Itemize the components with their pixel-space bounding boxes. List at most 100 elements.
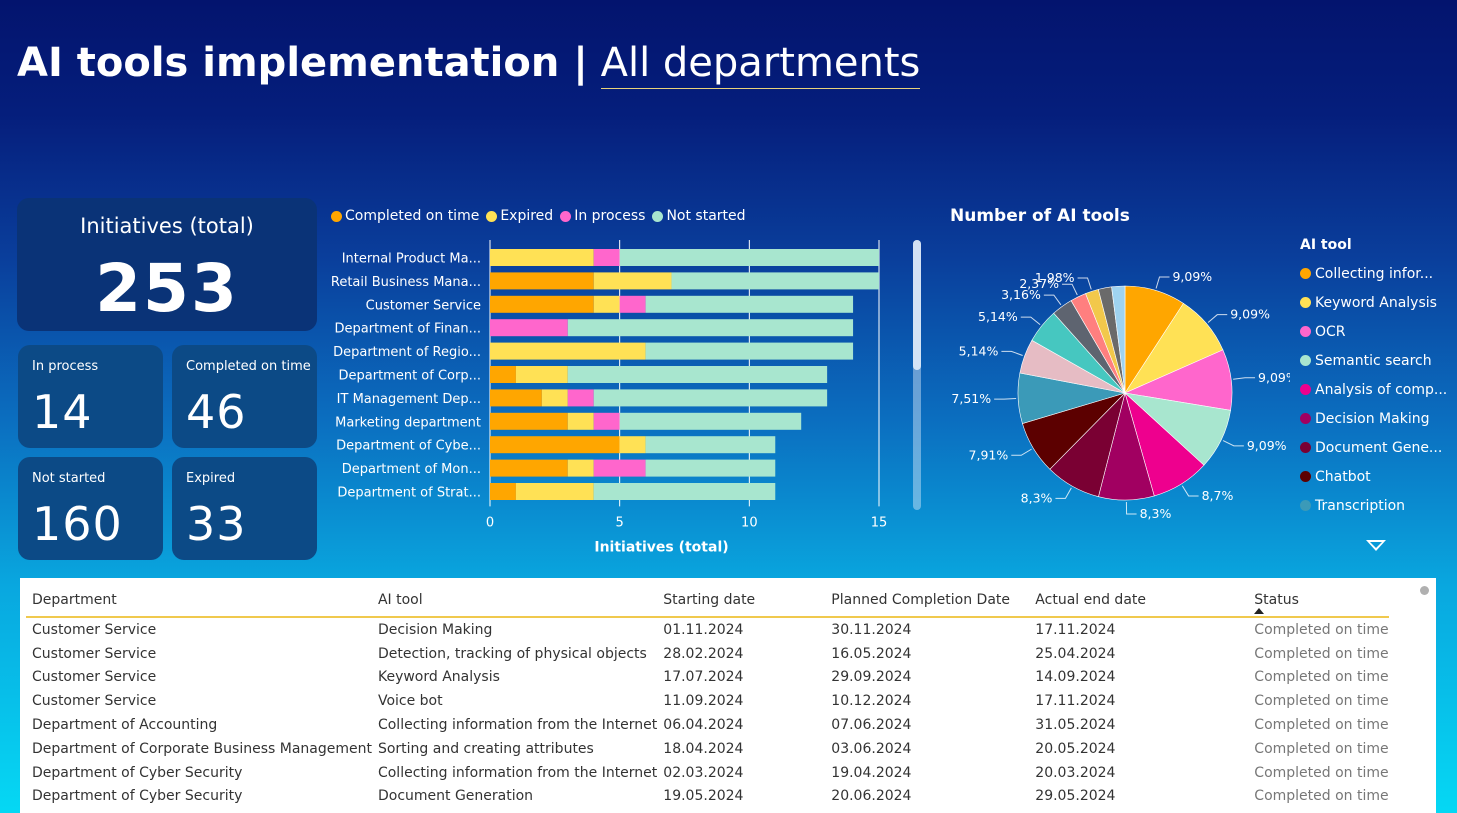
- pie-leader-line: [1207, 314, 1228, 323]
- bar-segment[interactable]: [515, 483, 594, 500]
- bar-segment[interactable]: [619, 249, 879, 266]
- table-row[interactable]: Department of Accounting Collecting infor…: [26, 713, 1389, 737]
- table-cell: 25.04.2024: [1035, 645, 1116, 662]
- table-header-row: Department AI tool Starting date Planned…: [26, 584, 1389, 618]
- pie-leader-line: [994, 398, 1017, 400]
- kpi-total-label: Initiatives (total): [80, 214, 254, 238]
- bar-segment[interactable]: [490, 459, 568, 477]
- bar-segment[interactable]: [645, 459, 776, 477]
- pie-legend-item[interactable]: Transcription: [1300, 491, 1447, 520]
- pie-data-label: 2,37%: [1019, 276, 1059, 291]
- table-cell: 07.06.2024: [831, 717, 912, 734]
- legend-item-not-started[interactable]: Not started: [652, 208, 746, 224]
- bar-segment[interactable]: [593, 295, 620, 313]
- table-row[interactable]: Customer Service Decision Making 01.11.202…: [26, 617, 1389, 642]
- pie-legend-item[interactable]: Document Gene...: [1300, 433, 1447, 462]
- bar-segment[interactable]: [593, 459, 646, 477]
- table-row[interactable]: Department of Corporate Business Managem…: [26, 737, 1389, 761]
- title-department-filter[interactable]: All departments: [600, 40, 921, 89]
- bar-segment[interactable]: [619, 295, 646, 313]
- bar-segment[interactable]: [619, 436, 646, 454]
- bar-segment[interactable]: [490, 412, 568, 430]
- bar-segment[interactable]: [490, 249, 594, 266]
- table-cell: 18.04.2024: [663, 740, 744, 757]
- bar-segment[interactable]: [490, 483, 516, 500]
- table-cell: 20.06.2024: [831, 788, 912, 805]
- bar-segment[interactable]: [490, 319, 568, 337]
- pie-legend-item[interactable]: Keyword Analysis: [1300, 288, 1447, 317]
- bar-segment[interactable]: [567, 459, 594, 477]
- table-cell: Completed on time: [1254, 669, 1389, 686]
- bar-segment[interactable]: [567, 389, 594, 407]
- table-row[interactable]: Department of Cyber Security Collecting i…: [26, 761, 1389, 785]
- bar-segment[interactable]: [567, 412, 594, 430]
- legend-dot-icon: [331, 210, 342, 222]
- title-main: AI tools implementation |: [17, 40, 588, 86]
- table-cell: 03.06.2024: [831, 740, 912, 757]
- table-cell: 11.09.2024: [663, 693, 744, 710]
- bar-segment[interactable]: [593, 249, 620, 266]
- column-header-department[interactable]: Department: [26, 584, 372, 618]
- column-header-ai-tool[interactable]: AI tool: [371, 584, 658, 618]
- bar-segment[interactable]: [490, 342, 646, 360]
- pie-legend-item[interactable]: Collecting infor...: [1300, 259, 1447, 288]
- pie-legend-item[interactable]: Analysis of comp...: [1300, 375, 1447, 404]
- pie-data-label: 9,09%: [1172, 269, 1212, 284]
- pie-legend-item[interactable]: OCR: [1300, 317, 1447, 346]
- kpi-not-started-value: 160: [32, 497, 123, 551]
- table-cell: 31.05.2024: [1035, 717, 1116, 734]
- kpi-completed-card: Completed on time 46: [172, 345, 317, 448]
- bar-segment[interactable]: [593, 272, 672, 290]
- table-cell: Customer Service: [32, 669, 157, 686]
- table-row[interactable]: Customer Service Voice bot 11.09.2024 10.12…: [26, 689, 1389, 713]
- kpi-completed-value: 46: [186, 385, 247, 439]
- table-cell: Customer Service: [32, 621, 157, 638]
- table-cell: 06.04.2024: [663, 717, 744, 734]
- table-scrollbar[interactable]: [1420, 586, 1429, 595]
- bar-segment[interactable]: [490, 436, 620, 454]
- bar-segment[interactable]: [619, 412, 802, 430]
- bar-segment[interactable]: [593, 389, 828, 407]
- table-row[interactable]: Customer Service Detection, tracking of p…: [26, 642, 1389, 666]
- bar-segment[interactable]: [490, 389, 542, 407]
- column-header-actual-date[interactable]: Actual end date: [1029, 584, 1249, 618]
- bar-segment[interactable]: [515, 366, 568, 383]
- table-row[interactable]: Customer Service Keyword Analysis 17.07.20…: [26, 666, 1389, 690]
- bar-chart-legend: Completed on time Expired In process Not…: [331, 208, 746, 224]
- pie-legend-item[interactable]: Semantic search: [1300, 346, 1447, 375]
- bar-segment[interactable]: [490, 366, 516, 383]
- legend-scroll-down-icon[interactable]: [1366, 540, 1386, 551]
- bar-segment[interactable]: [593, 483, 776, 500]
- bar-chart-scrollbar-thumb[interactable]: [913, 240, 921, 370]
- bar-segment[interactable]: [671, 272, 879, 290]
- bar-segment[interactable]: [645, 342, 854, 360]
- category-label: Department of Cybe...: [336, 439, 481, 454]
- legend-item-in-process[interactable]: In process: [560, 208, 645, 224]
- table-cell: Sorting and creating attributes: [377, 740, 594, 757]
- table-cell: Completed on time: [1254, 740, 1389, 757]
- table-row[interactable]: Department of Cyber Security Document Gen…: [26, 785, 1389, 809]
- table-cell: Keyword Analysis: [377, 669, 500, 686]
- bar-segment[interactable]: [490, 295, 594, 313]
- legend-item-expired[interactable]: Expired: [486, 208, 553, 224]
- category-label: Department of Regio...: [333, 345, 481, 360]
- bar-segment[interactable]: [645, 436, 776, 454]
- pie-leader-line: [1077, 277, 1092, 290]
- bar-segment[interactable]: [645, 295, 854, 313]
- column-header-status[interactable]: Status: [1248, 584, 1389, 618]
- pie-slice[interactable]: [1111, 285, 1126, 394]
- ai-tools-pie-chart: 9,09% 9,09% 9,09% 9,09% 8,7% 8,3% 8,3% 7,91% 7,5…: [951, 269, 1290, 521]
- bar-segment[interactable]: [490, 272, 594, 290]
- x-axis-label: Initiatives (total): [594, 539, 728, 555]
- pie-legend-item[interactable]: Chatbot: [1300, 462, 1447, 491]
- pie-data-label: 7,51%: [951, 391, 991, 406]
- bar-segment[interactable]: [593, 412, 620, 430]
- pie-legend-item[interactable]: Decision Making: [1300, 404, 1447, 433]
- pie-data-label: 9,09%: [1258, 370, 1290, 385]
- bar-segment[interactable]: [567, 319, 854, 337]
- legend-item-completed[interactable]: Completed on time: [331, 208, 479, 224]
- bar-segment[interactable]: [541, 389, 568, 407]
- column-header-starting-date[interactable]: Starting date: [657, 584, 826, 618]
- bar-segment[interactable]: [567, 366, 828, 383]
- column-header-planned-date[interactable]: Planned Completion Date: [825, 584, 1030, 618]
